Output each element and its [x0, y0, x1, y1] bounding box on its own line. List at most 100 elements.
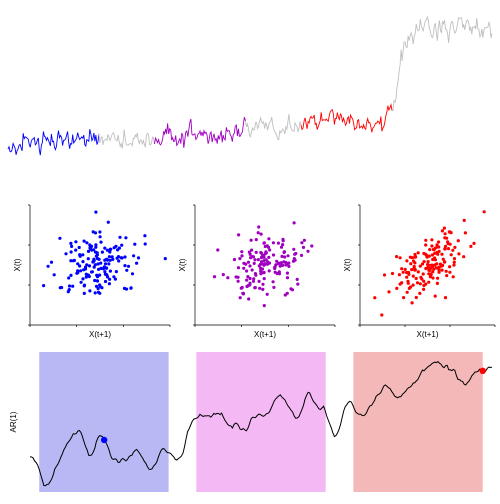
scatter-point — [94, 246, 97, 249]
scatter-point — [411, 301, 414, 304]
scatter-point — [80, 281, 83, 284]
scatter-point — [435, 251, 438, 254]
scatter-point — [391, 272, 394, 275]
scatter-point — [422, 288, 425, 291]
scatter-point — [436, 282, 439, 285]
scatter-point — [272, 241, 275, 244]
scatter-point — [164, 257, 167, 260]
ar1-panel: AR(1) — [9, 352, 492, 492]
scatter-point — [125, 288, 128, 291]
scatter-point — [95, 285, 98, 288]
scatter-point — [272, 280, 275, 283]
scatter-point — [432, 268, 435, 271]
scatter-point — [448, 271, 451, 274]
scatter-point — [427, 281, 430, 284]
scatter-point — [287, 265, 290, 268]
scatter-point — [95, 274, 98, 277]
scatter-point — [113, 246, 116, 249]
scatter-point — [98, 283, 101, 286]
scatter-point — [419, 265, 422, 268]
scatter-point — [255, 238, 258, 241]
scatter-point — [445, 274, 448, 277]
scatter-point — [78, 264, 81, 267]
scatter-point — [236, 276, 239, 279]
scatter-point — [242, 267, 245, 270]
scatter-point — [79, 269, 82, 272]
scatter-point — [284, 261, 287, 264]
figure-svg: X(t+1)X(t)X(t+1)X(t)X(t+1)X(t)AR(1) — [0, 0, 500, 504]
scatter-point — [245, 279, 248, 282]
scatter-point — [286, 272, 289, 275]
scatter-point — [123, 264, 126, 267]
scatter-point — [427, 260, 430, 263]
scatter-point — [260, 233, 263, 236]
scatter-point — [69, 274, 72, 277]
scatter-point — [416, 281, 419, 284]
scatter-point — [402, 296, 405, 299]
scatter-point — [268, 248, 271, 251]
scatter-point — [287, 262, 290, 265]
scatter-point — [64, 252, 67, 255]
scatter-point — [441, 229, 444, 232]
scatter-point — [253, 258, 256, 261]
scatter-point — [144, 242, 147, 245]
scatter-point — [405, 276, 408, 279]
scatter-point — [449, 243, 452, 246]
ar1-marker-blue — [101, 437, 107, 443]
scatter-point — [258, 287, 261, 290]
scatter-point — [300, 241, 303, 244]
scatter-point — [98, 258, 101, 261]
scatter-point — [432, 248, 435, 251]
scatter-point — [282, 251, 285, 254]
scatter-point — [105, 258, 108, 261]
scatter-point — [79, 255, 82, 258]
scatter-point — [124, 236, 127, 239]
scatter-point — [244, 263, 247, 266]
scatter-point — [91, 270, 94, 273]
scatter-point — [281, 243, 284, 246]
scatter-point — [252, 277, 255, 280]
scatter-point — [274, 271, 277, 274]
scatter-point — [89, 247, 92, 250]
scatter-point — [438, 266, 441, 269]
scatter-point — [435, 246, 438, 249]
scatter-point — [424, 243, 427, 246]
scatter-point — [88, 243, 91, 246]
scatter-point — [310, 244, 313, 247]
scatter-point — [415, 277, 418, 280]
scatter-point — [104, 262, 107, 265]
scatter-point — [87, 250, 90, 253]
scatter-point — [88, 289, 91, 292]
scatter-point — [433, 263, 436, 266]
scatter-point — [97, 262, 100, 265]
scatter-point — [293, 221, 296, 224]
scatter-point — [446, 240, 449, 243]
scatter-point — [247, 261, 250, 264]
scatter-point — [120, 244, 123, 247]
scatter-point — [84, 266, 87, 269]
scatter-point — [262, 263, 265, 266]
scatter-point — [280, 261, 283, 264]
scatter-point — [101, 251, 104, 254]
scatter-point — [430, 238, 433, 241]
scatter-point — [281, 264, 284, 267]
scatter-point — [303, 239, 306, 242]
ts-segment-red — [301, 105, 392, 133]
scatter-panel-red: X(t+1)X(t) — [343, 205, 495, 339]
scatter-point — [92, 230, 95, 233]
scatter-point — [265, 258, 268, 261]
scatter-point — [405, 259, 408, 262]
scatter-point — [440, 253, 443, 256]
scatter-point — [238, 257, 241, 260]
ar1-band — [353, 352, 482, 492]
scatter-point — [296, 278, 299, 281]
scatter-point — [99, 235, 102, 238]
scatter-point — [120, 256, 123, 259]
scatter-point — [448, 230, 451, 233]
scatter-point — [260, 252, 263, 255]
scatter-point — [123, 255, 126, 258]
scatter-point — [266, 293, 269, 296]
scatter-point — [83, 284, 86, 287]
scatter-point — [261, 288, 264, 291]
scatter-point — [257, 231, 260, 234]
